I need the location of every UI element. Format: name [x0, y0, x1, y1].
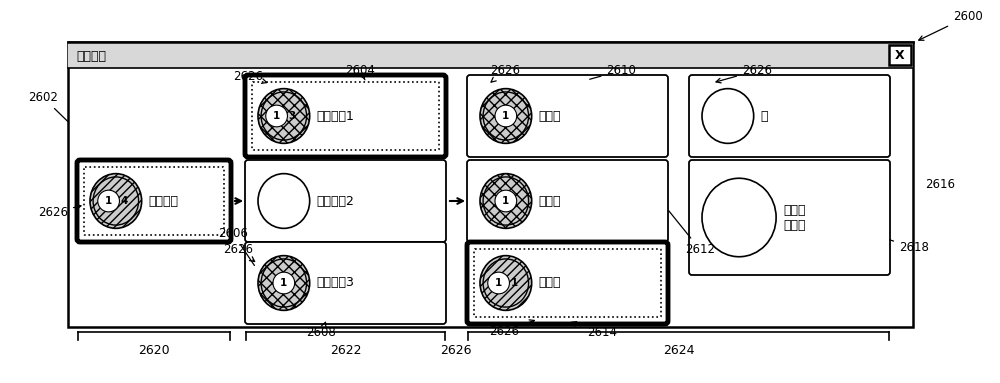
- Text: 2608: 2608: [307, 322, 336, 339]
- Text: 2626: 2626: [716, 64, 772, 83]
- FancyBboxPatch shape: [467, 75, 668, 157]
- Text: 2616: 2616: [925, 178, 955, 191]
- Text: 1: 1: [280, 278, 287, 288]
- Text: 馏出物
接收器: 馏出物 接收器: [783, 203, 806, 231]
- Text: 2602: 2602: [28, 91, 68, 122]
- Ellipse shape: [480, 173, 532, 228]
- Text: 原油单元3: 原油单元3: [317, 277, 355, 290]
- Text: 2614: 2614: [571, 322, 617, 339]
- Text: 2622: 2622: [330, 344, 361, 357]
- Text: 德州工厂: 德州工厂: [149, 195, 179, 208]
- Text: 2626: 2626: [233, 70, 267, 83]
- Ellipse shape: [702, 178, 776, 257]
- Text: 1: 1: [495, 278, 502, 288]
- Text: 2626: 2626: [490, 64, 520, 82]
- Ellipse shape: [90, 173, 142, 228]
- Circle shape: [266, 105, 287, 127]
- Text: 2626: 2626: [223, 242, 255, 262]
- Text: 2612: 2612: [669, 211, 715, 256]
- FancyBboxPatch shape: [245, 242, 446, 324]
- Text: 2610: 2610: [590, 64, 636, 79]
- Ellipse shape: [702, 88, 754, 143]
- Text: 存储槽: 存储槽: [539, 110, 561, 123]
- Text: 1: 1: [105, 196, 112, 206]
- FancyBboxPatch shape: [68, 42, 913, 327]
- Text: 1: 1: [273, 111, 280, 121]
- Text: 1: 1: [510, 278, 518, 288]
- Circle shape: [98, 190, 119, 212]
- FancyBboxPatch shape: [689, 160, 890, 275]
- FancyBboxPatch shape: [689, 75, 890, 157]
- Text: 加热器: 加热器: [539, 277, 561, 290]
- Text: 脱盐器: 脱盐器: [539, 195, 561, 208]
- Text: 塔: 塔: [761, 110, 768, 123]
- Circle shape: [488, 272, 509, 294]
- Text: 原油单元2: 原油单元2: [317, 195, 355, 208]
- FancyBboxPatch shape: [889, 45, 911, 65]
- Text: 2606: 2606: [218, 227, 254, 265]
- Text: X: X: [895, 49, 905, 62]
- FancyBboxPatch shape: [467, 242, 668, 324]
- Text: 2626: 2626: [38, 205, 81, 219]
- Text: 2626: 2626: [440, 344, 472, 357]
- FancyBboxPatch shape: [467, 160, 668, 242]
- Text: 1: 1: [502, 111, 509, 121]
- Ellipse shape: [258, 173, 310, 228]
- FancyBboxPatch shape: [245, 75, 446, 157]
- Text: 1: 1: [502, 196, 509, 206]
- Text: 2626: 2626: [490, 320, 534, 338]
- Text: 3: 3: [288, 111, 296, 121]
- Text: 2618: 2618: [890, 240, 929, 254]
- Circle shape: [273, 272, 295, 294]
- FancyBboxPatch shape: [68, 42, 913, 68]
- Text: 2600: 2600: [919, 10, 983, 40]
- Text: 导航窗格: 导航窗格: [76, 49, 106, 62]
- Ellipse shape: [480, 255, 532, 310]
- Text: 2604: 2604: [346, 64, 375, 80]
- FancyBboxPatch shape: [77, 160, 231, 242]
- Text: 2620: 2620: [138, 344, 170, 357]
- Text: 4: 4: [120, 196, 128, 206]
- Ellipse shape: [480, 88, 532, 143]
- Ellipse shape: [258, 88, 310, 143]
- Circle shape: [495, 105, 517, 127]
- Text: 原油单元1: 原油单元1: [317, 110, 355, 123]
- Ellipse shape: [258, 255, 310, 310]
- FancyBboxPatch shape: [245, 160, 446, 242]
- Circle shape: [495, 190, 517, 212]
- Text: 2624: 2624: [663, 344, 694, 357]
